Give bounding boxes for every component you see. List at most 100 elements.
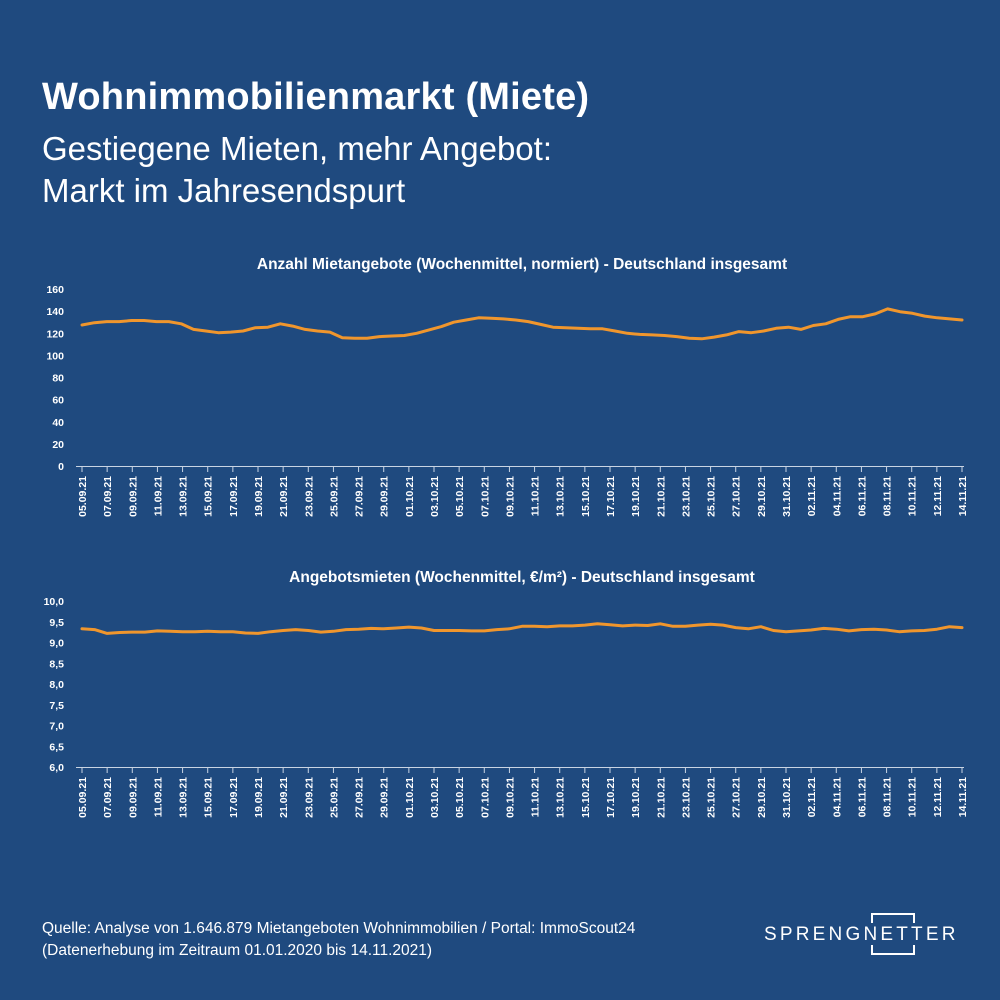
chart2-data-point xyxy=(458,629,460,632)
chart2-x-tick-label: 02.11.21 xyxy=(806,777,818,817)
chart1-data-point xyxy=(911,312,914,315)
chart1-data-point xyxy=(217,331,220,334)
chart1-data-point xyxy=(800,328,802,331)
chart2-x-tick-label: 11.10.21 xyxy=(530,777,542,817)
chart2-data-point xyxy=(672,625,674,628)
chart1-data-point xyxy=(539,323,542,326)
chart1-data-point xyxy=(750,331,753,334)
chart2-x-tick-label: 09.09.21 xyxy=(127,777,139,818)
chart2-y-tick-label: 8,5 xyxy=(49,658,64,670)
chart1-series-line xyxy=(80,307,964,341)
source-line-2: (Datenerhebung im Zeitraum 01.01.2020 bi… xyxy=(42,942,433,959)
chart1-x-tick-label: 04.11.21 xyxy=(831,476,843,516)
source-line-1: Quelle: Analyse von 1.646.879 Mietangebo… xyxy=(42,920,636,937)
chart1-x-tick-label: 21.10.21 xyxy=(655,476,667,517)
chart2-x-tick-label: 09.10.21 xyxy=(504,777,516,818)
chart2-data-point xyxy=(621,625,624,627)
chart2-y-tick-label: 6,5 xyxy=(49,741,64,753)
chart1-data-point xyxy=(329,331,331,333)
chart2-data-point xyxy=(734,626,737,629)
chart1-data-point xyxy=(936,317,938,319)
chart1-x-tick-label: 29.10.21 xyxy=(756,476,768,517)
chart2-x-tick-label: 25.10.21 xyxy=(706,777,718,818)
chart1-data-point xyxy=(341,336,344,339)
chart2-data-point xyxy=(684,625,687,628)
chart2-data-point xyxy=(546,625,548,628)
chart1-data-point xyxy=(291,325,294,327)
chart1-data-point xyxy=(527,320,529,323)
chart2-x-tick-label: 19.09.21 xyxy=(253,777,265,818)
chart1-data-point xyxy=(428,329,430,331)
chart1-data-point xyxy=(378,335,381,338)
chart1-x-tick-label: 11.10.21 xyxy=(530,476,542,516)
chart1-x-tick-label: 08.11.21 xyxy=(882,476,894,516)
chart1-x-tick-label: 05.09.21 xyxy=(77,476,89,517)
chart1-x-tick-label: 31.10.21 xyxy=(781,476,793,517)
chart2-data-point xyxy=(269,630,272,633)
chart2-data-point xyxy=(169,630,171,633)
chart1-data-point xyxy=(849,315,852,318)
chart2-x-tick-label: 19.10.21 xyxy=(630,777,642,818)
chart2-data-point xyxy=(420,627,423,629)
chart2-data-point xyxy=(320,631,322,633)
chart1-data-point xyxy=(168,320,170,323)
chart2-data-point xyxy=(923,629,926,632)
chart1-y-tick-label: 140 xyxy=(46,306,64,318)
chart1-data-point xyxy=(366,337,368,340)
chart2-x-tick-label: 27.09.21 xyxy=(354,777,366,818)
chart2-x-tick-label: 31.10.21 xyxy=(781,777,793,818)
chart1-data-point xyxy=(267,326,269,329)
chart1-data-point xyxy=(81,324,83,326)
chart1-x-tick-label: 03.10.21 xyxy=(429,476,441,517)
chart2-x-tick-label: 29.09.21 xyxy=(379,777,391,818)
chart2-data-point xyxy=(797,630,800,632)
chart1-data-point xyxy=(626,332,629,335)
chart1-x-tick-label: 17.09.21 xyxy=(228,476,240,517)
chart2-x-tick-label: 08.11.21 xyxy=(882,777,894,817)
chart2-data-point xyxy=(433,629,435,632)
chart1-data-point xyxy=(614,330,616,332)
chart1-data-point xyxy=(824,323,827,325)
chart2-data-point xyxy=(873,628,875,630)
chart1-data-point xyxy=(837,318,839,321)
chart1-data-point xyxy=(490,317,492,320)
chart1-data-point xyxy=(552,326,554,329)
chart2-x-tick-label: 29.10.21 xyxy=(756,777,768,818)
chart2-x-tick-label: 23.09.21 xyxy=(303,777,315,818)
chart1-x-tick-label: 06.11.21 xyxy=(856,476,868,516)
chart2-data-point xyxy=(370,627,372,630)
chart2-data-point xyxy=(584,624,586,626)
chart1-data-point xyxy=(874,313,876,315)
chart2-x-tick-label: 21.10.21 xyxy=(655,777,667,818)
chart2-data-point xyxy=(408,626,410,628)
chart1-x-tick-label: 17.10.21 xyxy=(605,476,617,517)
chart1-x-tick-label: 02.11.21 xyxy=(806,476,818,516)
chart1-data-point xyxy=(886,308,889,310)
chart2-data-point xyxy=(646,624,649,627)
chart2-x-tick-label: 15.09.21 xyxy=(203,777,215,818)
chart1-x-tick-label: 13.09.21 xyxy=(178,476,190,517)
chart2-x-tick-label: 17.09.21 xyxy=(228,777,240,818)
chart1-data-point xyxy=(564,326,567,329)
chart1-y-tick-label: 160 xyxy=(46,284,64,296)
chart2-data-point xyxy=(332,630,335,633)
chart2-data-point xyxy=(848,630,850,632)
chart1-x-tick-label: 15.09.21 xyxy=(203,476,215,517)
chart2-y-tick-label: 7,0 xyxy=(49,721,64,733)
chart1-y-tick-label: 0 xyxy=(58,461,64,473)
chart1-data-point xyxy=(961,319,963,321)
chart1-data-point xyxy=(515,319,517,321)
chart2-x-tick-label: 07.09.21 xyxy=(102,777,114,818)
chart-mietangebote: Anzahl Mietangebote (Wochenmittel, normi… xyxy=(46,256,969,517)
chart2-data-point xyxy=(206,630,209,633)
chart2-data-point xyxy=(470,630,473,632)
sprengnetter-logo: SPRENGNETTER xyxy=(760,911,955,957)
chart1-x-tick-label: 14.11.21 xyxy=(957,476,969,516)
chart1-data-point xyxy=(192,328,195,331)
chart1-x-tick-label: 12.11.21 xyxy=(932,476,944,516)
chart2-data-point xyxy=(697,624,699,626)
chart1-data-point xyxy=(738,330,740,333)
chart2-data-point xyxy=(533,625,536,628)
chart2-data-point xyxy=(596,623,599,625)
chart1-data-point xyxy=(638,333,641,336)
